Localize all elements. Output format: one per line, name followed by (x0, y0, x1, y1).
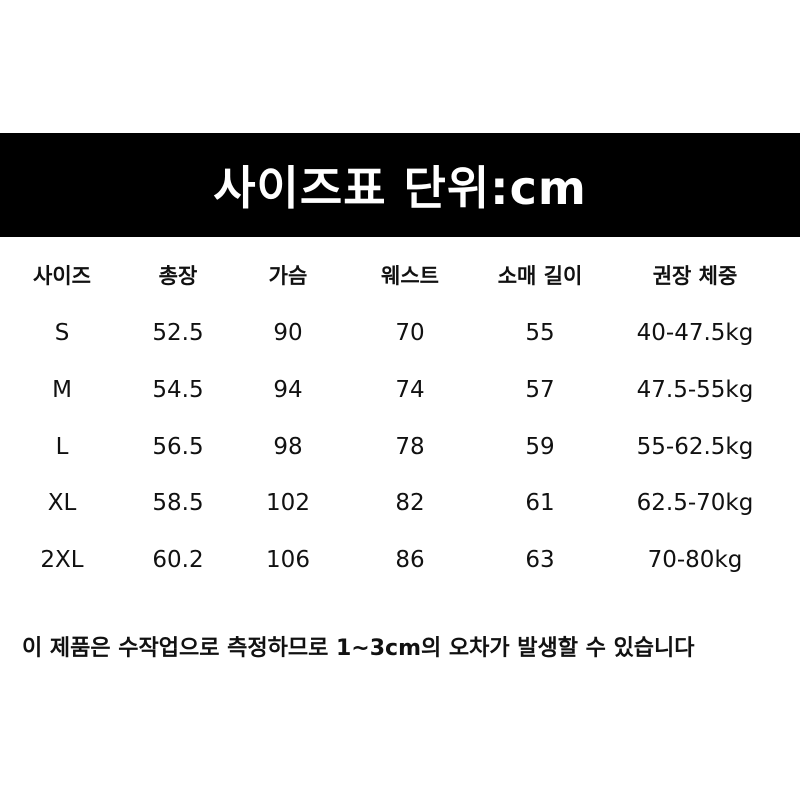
table-row: 2XL 60.2 106 86 63 70-80kg (0, 540, 800, 580)
table-cell: 86 (395, 547, 425, 573)
table-cell: 47.5-55kg (636, 377, 754, 403)
table-cell: 102 (266, 490, 310, 516)
table-cell: 106 (266, 547, 310, 573)
header-cell: 총장 (158, 264, 198, 288)
table-cell: 58.5 (152, 490, 204, 516)
table-cell: 56.5 (152, 434, 204, 460)
table-cell: 61 (525, 490, 555, 516)
table-cell: S (54, 320, 70, 346)
table-cell: 90 (273, 320, 303, 346)
table-cell: 59 (525, 434, 555, 460)
table-cell: M (52, 377, 72, 403)
table-row: M 54.5 94 74 57 47.5-55kg (0, 370, 800, 410)
table-cell: L (55, 434, 69, 460)
header-cell: 사이즈 (33, 264, 91, 288)
table-cell: 74 (395, 377, 425, 403)
table-cell: 94 (273, 377, 303, 403)
table-row: S 52.5 90 70 55 40-47.5kg (0, 313, 800, 353)
table-cell: 55-62.5kg (636, 434, 754, 460)
table-cell: 55 (525, 320, 555, 346)
page-title: 사이즈표 단위:cm (213, 161, 587, 215)
table-cell: 62.5-70kg (636, 490, 754, 516)
table-cell: 70-80kg (647, 547, 743, 573)
table-cell: 78 (395, 434, 425, 460)
table-cell: 40-47.5kg (636, 320, 754, 346)
table-cell: 82 (395, 490, 425, 516)
table-cell: 52.5 (152, 320, 204, 346)
table-cell: 54.5 (152, 377, 204, 403)
table-row: XL 58.5 102 82 61 62.5-70kg (0, 483, 800, 523)
header-cell: 웨스트 (381, 264, 439, 288)
header-cell: 가슴 (268, 264, 308, 288)
header-cell: 권장 체중 (652, 264, 738, 288)
measurement-note: 이 제품은 수작업으로 측정하므로 1~3cm의 오차가 발생할 수 있습니다 (22, 636, 695, 661)
table-cell: 98 (273, 434, 303, 460)
header-cell: 소매 길이 (497, 264, 583, 288)
table-row: L 56.5 98 78 59 55-62.5kg (0, 427, 800, 467)
table-cell: 2XL (40, 547, 84, 573)
table-cell: 63 (525, 547, 555, 573)
table-cell: 60.2 (152, 547, 204, 573)
table-cell: 57 (525, 377, 555, 403)
table-cell: 70 (395, 320, 425, 346)
table-cell: XL (47, 490, 77, 516)
title-banner: 사이즈표 단위:cm (0, 133, 800, 237)
table-header-row: 사이즈 총장 가슴 웨스트 소매 길이 권장 체중 (0, 256, 800, 296)
